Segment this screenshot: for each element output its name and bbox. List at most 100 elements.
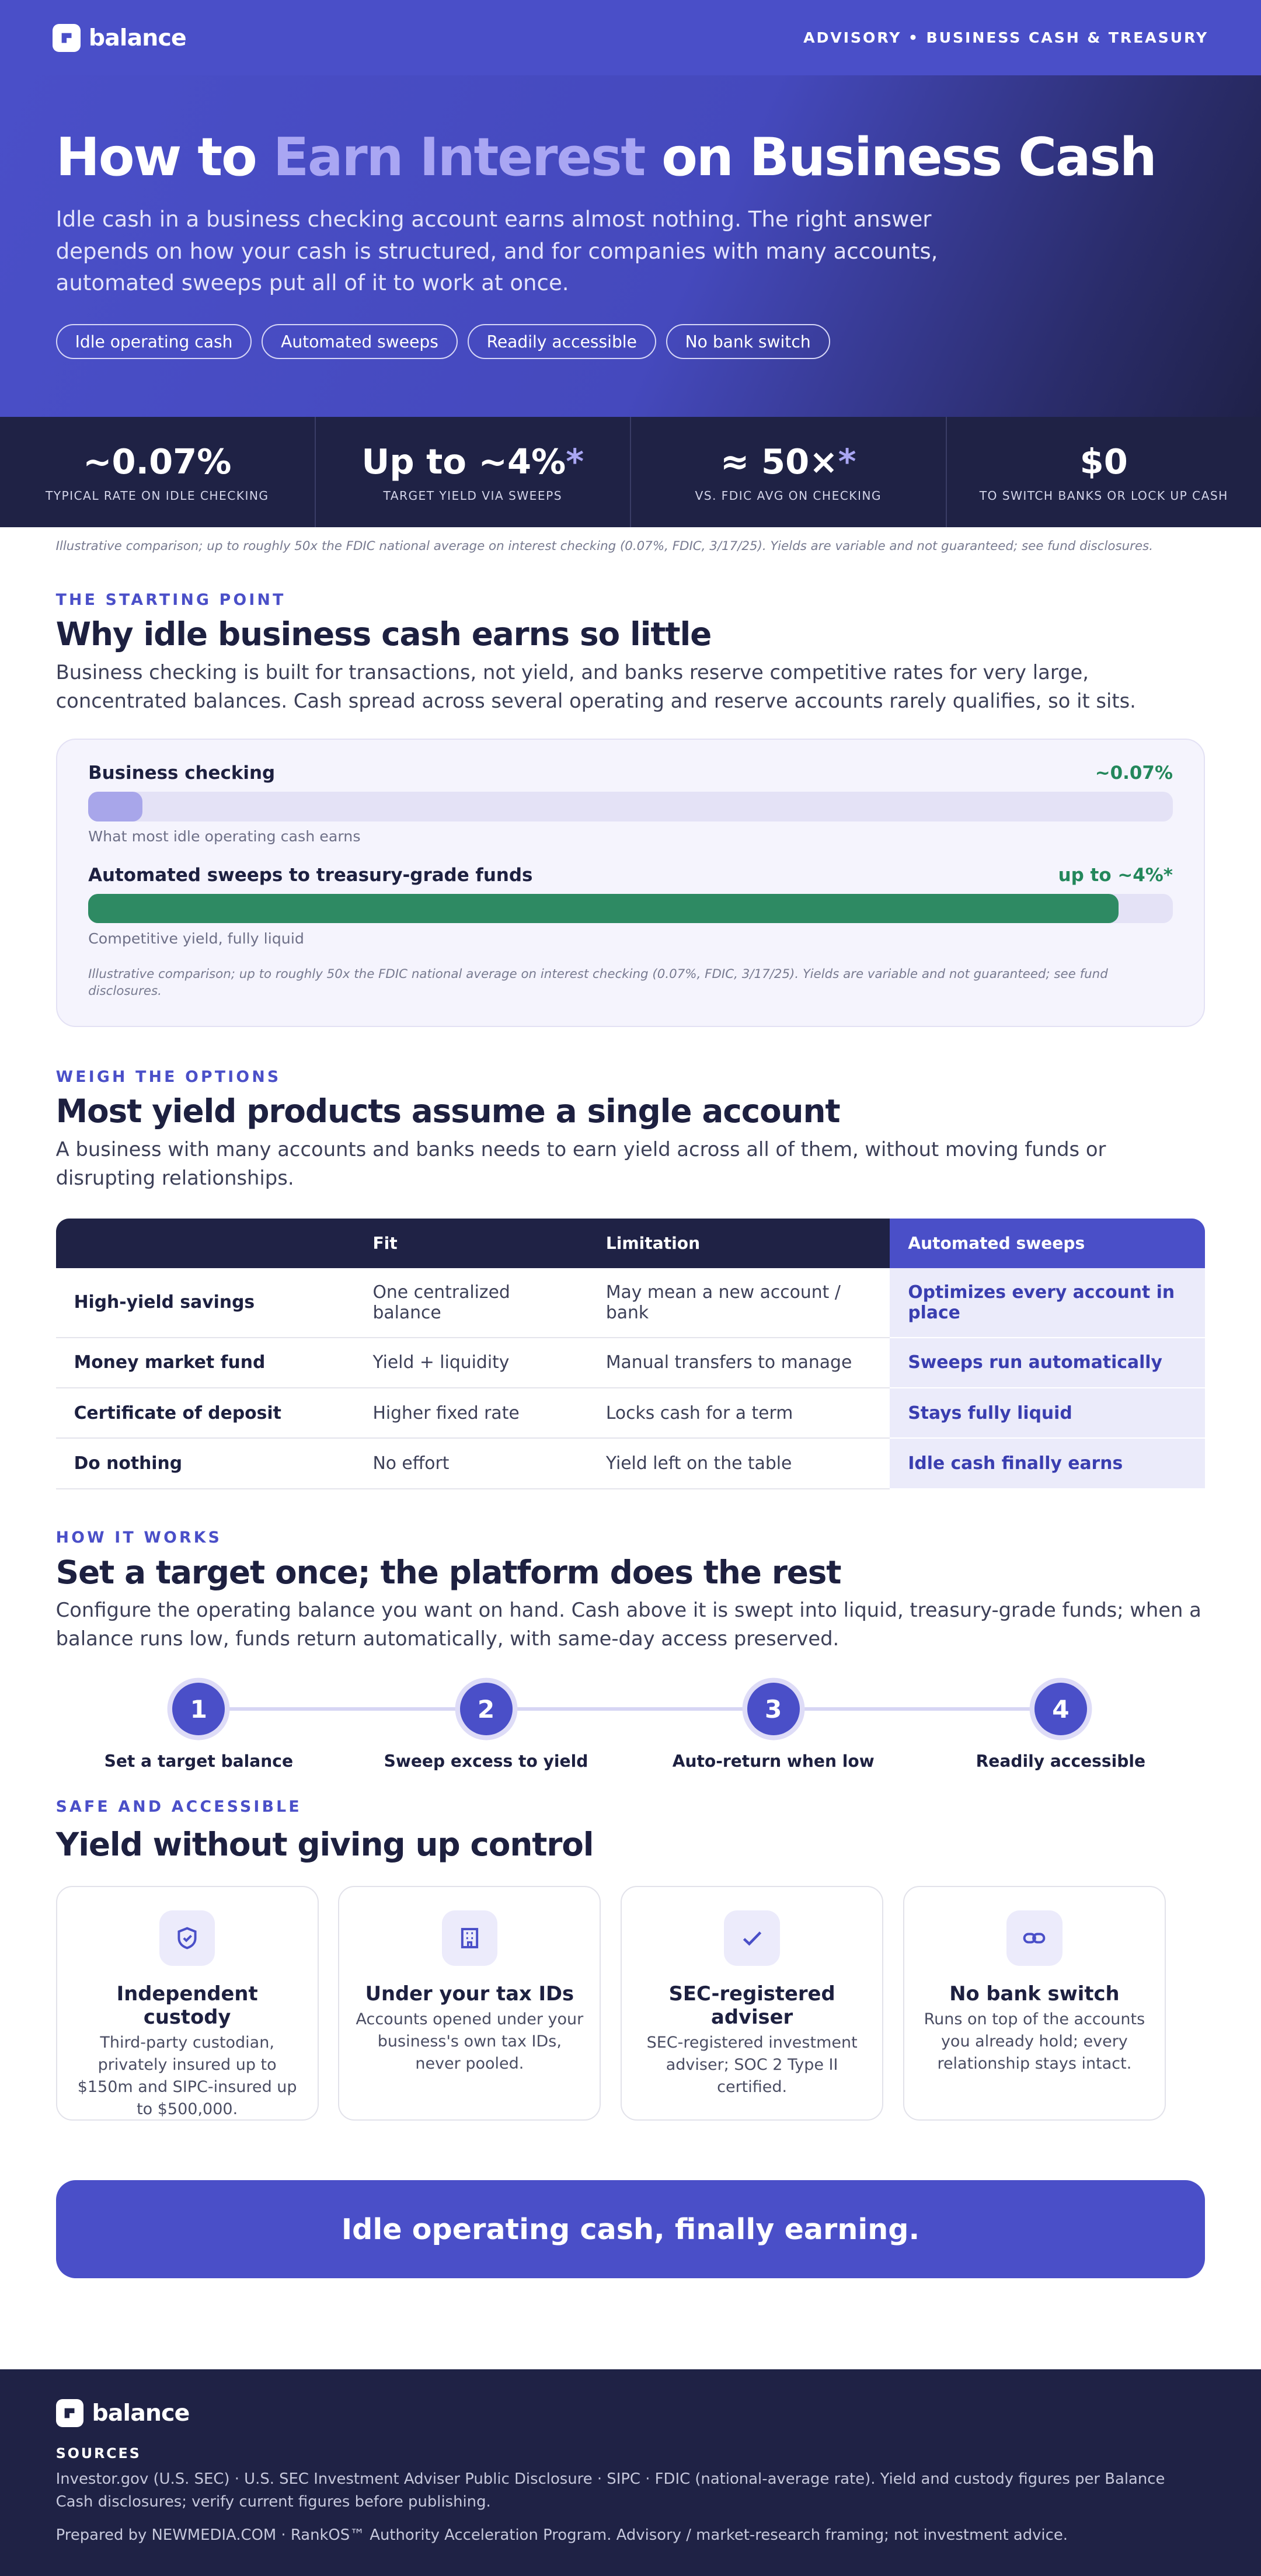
step-label: Set a target balance bbox=[104, 1752, 294, 1771]
tag: No bank switch bbox=[666, 324, 830, 359]
stat: Up to ~4%* TARGET YIELD VIA SWEEPS bbox=[316, 417, 631, 527]
eyebrow: SAFE AND ACCESSIBLE bbox=[55, 1797, 302, 1816]
table-cell: Stays fully liquid bbox=[890, 1388, 1206, 1439]
table-cell: Locks cash for a term bbox=[587, 1388, 890, 1439]
feature-card: Under your tax IDs Accounts opened under … bbox=[338, 1886, 601, 2121]
logo[interactable]: balance bbox=[53, 23, 187, 52]
stat-value-row: ~0.07% bbox=[83, 441, 231, 482]
step-label: Auto-return when low bbox=[672, 1752, 875, 1771]
hero: How to Earn Interest on Business Cash Id… bbox=[0, 75, 1261, 417]
tag: Readily accessible bbox=[467, 324, 656, 359]
card-body: Third-party custodian, privately insured… bbox=[77, 2033, 297, 2118]
stat: ≈ 50×* VS. FDIC AVG ON CHECKING bbox=[631, 417, 947, 527]
stat-value-row: $0 bbox=[1080, 441, 1128, 482]
step-number: 4 bbox=[1034, 1683, 1087, 1735]
step-label: Sweep excess to yield bbox=[384, 1752, 588, 1771]
heading: Yield without giving up control bbox=[55, 1825, 594, 1863]
icon bbox=[159, 1910, 215, 1966]
stat: $0 TO SWITCH BANKS OR LOCK UP CASH bbox=[947, 417, 1261, 527]
icon bbox=[724, 1910, 780, 1966]
comparison-card: Business checking ~0.07% What most idle o… bbox=[55, 738, 1206, 1027]
header-cell: Limitation bbox=[587, 1219, 890, 1268]
stats: ~0.07% TYPICAL RATE ON IDLE CHECKING Up to… bbox=[0, 417, 1261, 527]
stat-note-mark: * bbox=[566, 441, 584, 482]
table-cell: Certificate of deposit bbox=[55, 1388, 355, 1439]
step: 4 Readily accessible bbox=[929, 1683, 1192, 1771]
table-cell: High-yield savings bbox=[55, 1268, 355, 1338]
body: Business checking is built for transacti… bbox=[55, 660, 1136, 713]
step-number: 1 bbox=[172, 1683, 225, 1735]
stat-value: Up to ~4% bbox=[361, 441, 566, 482]
card-title: SEC-registered adviser bbox=[668, 1982, 835, 2028]
stat-label: TYPICAL RATE ON IDLE CHECKING bbox=[45, 488, 269, 503]
card-title: Independent custody bbox=[116, 1982, 258, 2028]
cards: Independent custody Third-party custodian… bbox=[55, 1886, 1206, 2121]
bar-fill bbox=[88, 792, 142, 821]
stat-note-mark: * bbox=[838, 441, 856, 482]
card-body: Runs on top of the accounts you already … bbox=[924, 2010, 1145, 2073]
step: 2 Sweep excess to yield bbox=[355, 1683, 618, 1771]
row-value: ~0.07% bbox=[1095, 763, 1173, 784]
heading: Why idle business cash earns so little bbox=[55, 615, 712, 653]
nav-text: ADVISORY • BUSINESS CASH & TREASURY bbox=[803, 29, 1208, 47]
step-number: 2 bbox=[459, 1683, 513, 1735]
step-number: 3 bbox=[747, 1683, 800, 1735]
table-cell: Sweeps run automatically bbox=[890, 1337, 1206, 1388]
step: 3 Auto-return when low bbox=[642, 1683, 905, 1771]
sources: Investor.gov (U.S. SEC) · U.S. SEC Inves… bbox=[55, 2470, 1165, 2511]
title-highlight: Earn Interest bbox=[273, 126, 646, 188]
table-cell: One centralized balance bbox=[354, 1268, 588, 1338]
card-body: SEC-registered investment adviser; SOC 2… bbox=[646, 2033, 858, 2096]
logo[interactable]: balance bbox=[55, 2399, 1206, 2427]
body: A business with many accounts and banks … bbox=[55, 1137, 1106, 1189]
row-caption: What most idle operating cash earns bbox=[88, 828, 361, 845]
icon-glyph bbox=[743, 1931, 761, 1946]
icon-glyph bbox=[1023, 1933, 1046, 1944]
icon bbox=[441, 1910, 498, 1966]
track bbox=[88, 893, 1173, 924]
row-label: Automated sweeps to treasury-grade funds bbox=[88, 864, 533, 886]
eyebrow: THE STARTING POINT bbox=[55, 591, 286, 610]
logo-text: balance bbox=[92, 2399, 190, 2427]
table-row: Do nothing No effort Yield left on the tab… bbox=[55, 1438, 1206, 1489]
table-cell: Optimizes every account in place bbox=[890, 1268, 1206, 1338]
table-cell: Yield left on the table bbox=[587, 1438, 890, 1489]
stat-value: ≈ 50× bbox=[720, 441, 838, 482]
comparison-row: Automated sweeps to treasury-grade funds… bbox=[88, 865, 1173, 947]
table-cell: Manual transfers to manage bbox=[587, 1337, 890, 1388]
body: Configure the operating balance you want… bbox=[55, 1598, 1201, 1651]
footer: balance SOURCES Investor.gov (U.S. SEC) … bbox=[0, 2369, 1261, 2576]
step-label: Readily accessible bbox=[976, 1752, 1146, 1771]
feature-card: SEC-registered adviser SEC-registered inv… bbox=[621, 1886, 884, 2121]
step: 1 Set a target balance bbox=[67, 1683, 330, 1771]
table-cell: Higher fixed rate bbox=[354, 1388, 588, 1439]
table-row: Money market fund Yield + liquidity Manual… bbox=[55, 1337, 1206, 1388]
heading: Most yield products assume a single acco… bbox=[55, 1092, 841, 1130]
tags: Idle operating cash Automated sweeps Readi… bbox=[55, 324, 1206, 359]
stat-label: TARGET YIELD VIA SWEEPS bbox=[383, 488, 562, 503]
steps: 1 Set a target balance 2 Sweep excess to yi… bbox=[56, 1683, 1206, 1798]
hero-subtitle: Idle cash in a business checking account… bbox=[55, 206, 938, 296]
table-cell: Money market fund bbox=[55, 1337, 355, 1388]
stat-value-row: ≈ 50×* bbox=[720, 441, 856, 482]
note: Illustrative comparison; up to roughly 5… bbox=[88, 967, 1108, 998]
how-it-works: HOW IT WORKS Set a target once; the plat… bbox=[0, 1529, 1261, 1798]
table-cell: No effort bbox=[354, 1438, 588, 1489]
sources-heading: SOURCES bbox=[55, 2445, 141, 2462]
disclaimer: Illustrative comparison; up to roughly 5… bbox=[55, 538, 1153, 554]
stat-label: VS. FDIC AVG ON CHECKING bbox=[695, 488, 882, 503]
starting-point: THE STARTING POINT Why idle business cas… bbox=[0, 591, 1261, 1027]
cta-banner[interactable]: Idle operating cash, finally earning. bbox=[55, 2180, 1206, 2279]
eyebrow: HOW IT WORKS bbox=[55, 1529, 222, 1547]
stat-value: $0 bbox=[1079, 441, 1128, 482]
heading: Set a target once; the platform does the… bbox=[55, 1553, 842, 1591]
step-line bbox=[198, 1707, 1063, 1711]
card-title: Under your tax IDs bbox=[365, 1982, 574, 2006]
table-cell: Yield + liquidity bbox=[354, 1337, 588, 1388]
table-cell: Idle cash finally earns bbox=[890, 1438, 1206, 1489]
header-cell: Automated sweeps bbox=[890, 1219, 1206, 1268]
track bbox=[88, 792, 1173, 821]
row-label: Business checking bbox=[88, 763, 276, 784]
header-cell bbox=[55, 1219, 355, 1268]
